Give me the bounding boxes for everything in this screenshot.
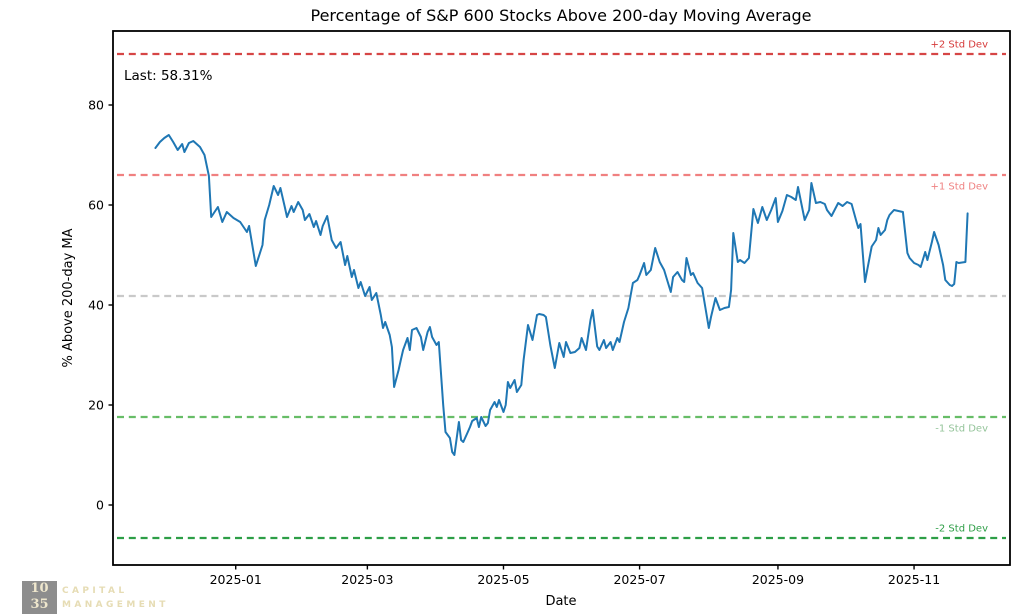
logo-wordmark: CAPITAL MANAGEMENT [62, 581, 169, 612]
watermark-logo: 10 35 CAPITAL MANAGEMENT [22, 581, 169, 614]
logo-line-management: MANAGEMENT [62, 600, 169, 610]
y-tick-label: 80 [88, 98, 104, 113]
y-tick-label: 60 [88, 198, 104, 213]
chart-title: Percentage of S&P 600 Stocks Above 200-d… [310, 6, 811, 25]
last-value-annotation: Last: 58.31% [124, 68, 213, 84]
plot-border [112, 30, 1011, 566]
reference-line-label: +1 Std Dev [931, 182, 989, 193]
reference-line-label: -1 Std Dev [935, 424, 988, 435]
logo-box: 10 35 [22, 581, 57, 614]
logo-line-capital: CAPITAL [62, 586, 128, 596]
x-axis-ticks-group: 2025-01 2025-03 2025-05 2025-07 2025-09 2025-… [210, 565, 940, 587]
y-axis-ticks-group: 0 20 40 60 80 [88, 98, 113, 513]
y-tick-label: 0 [96, 498, 104, 513]
reference-line-label: -2 Std Dev [935, 524, 988, 535]
reference-lines-group: +2 Std Dev +1 Std Dev -1 Std Dev -2 Std Dev [117, 40, 1006, 540]
y-tick-label: 40 [88, 298, 104, 313]
x-tick-label: 2025-01 [210, 572, 262, 587]
x-tick-label: 2025-05 [477, 572, 529, 587]
x-tick-label: 2025-03 [341, 572, 393, 587]
x-tick-label: 2025-11 [888, 572, 940, 587]
series-line [154, 134, 969, 456]
x-tick-label: 2025-09 [752, 572, 804, 587]
y-tick-label: 20 [88, 398, 104, 413]
y-axis-label: % Above 200-day MA [61, 228, 76, 367]
logo-box-bottom: 35 [30, 597, 49, 612]
logo-box-top: 10 [30, 581, 49, 596]
x-tick-label: 2025-07 [613, 572, 665, 587]
reference-line-label: +2 Std Dev [931, 40, 989, 51]
x-axis-label: Date [545, 594, 576, 609]
